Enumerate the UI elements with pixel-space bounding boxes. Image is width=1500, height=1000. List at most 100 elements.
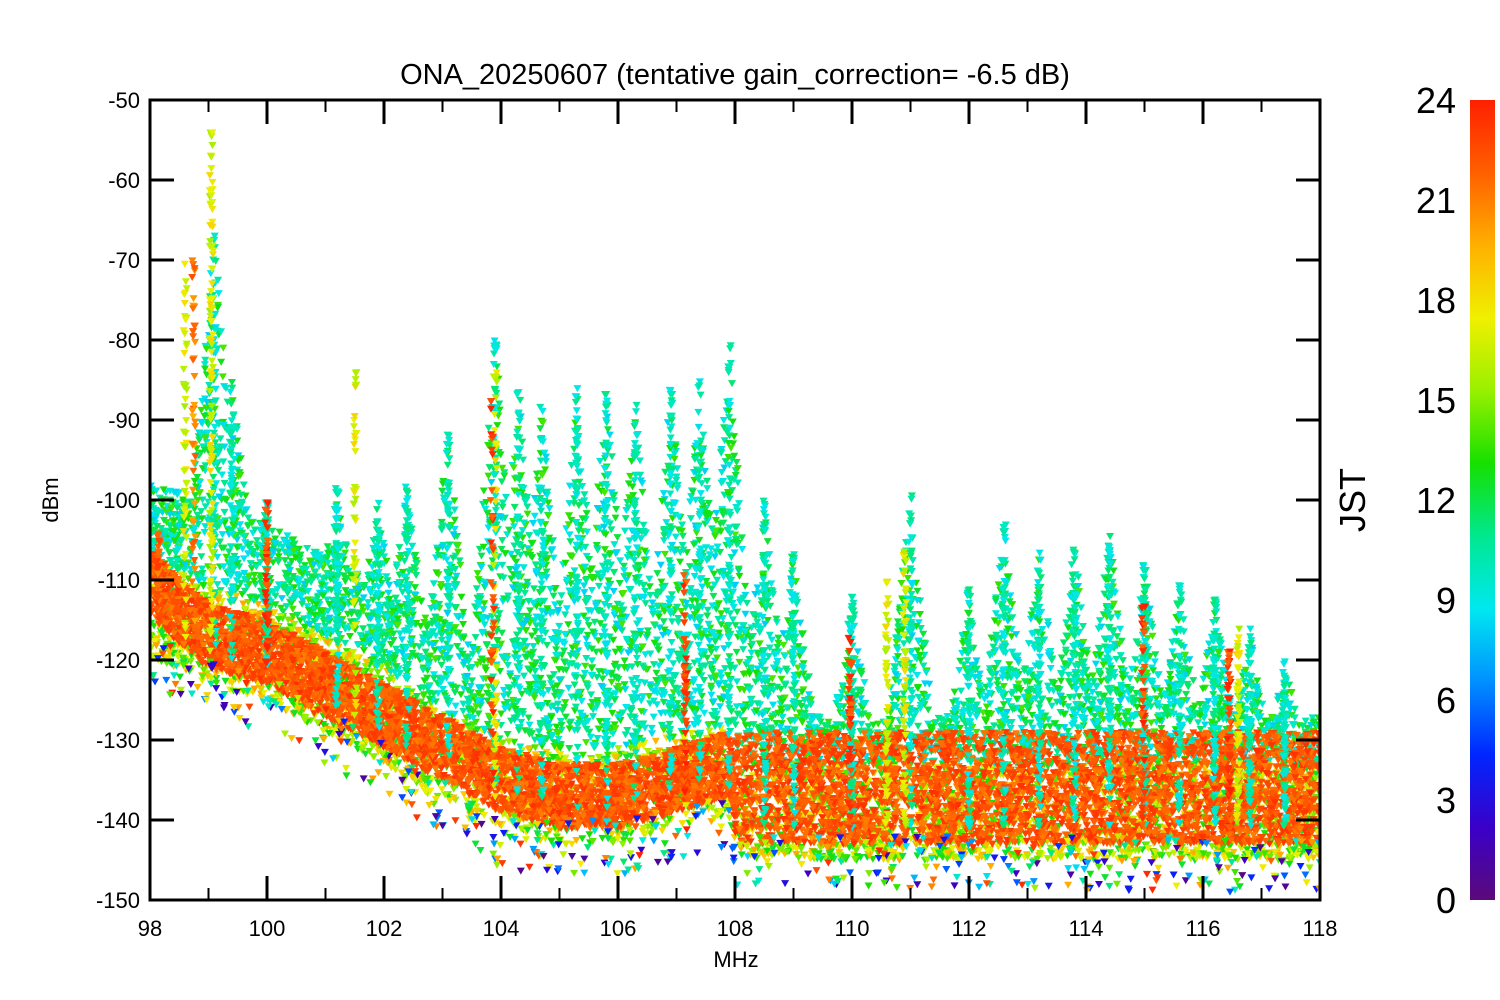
- data-point: [707, 685, 716, 693]
- data-point: [1150, 658, 1159, 666]
- data-point: [607, 526, 616, 534]
- data-point: [550, 739, 559, 747]
- data-point: [217, 358, 226, 366]
- data-point: [523, 503, 532, 511]
- data-point: [479, 487, 488, 495]
- data-point: [1059, 639, 1068, 647]
- data-point: [1140, 590, 1149, 598]
- data-point: [742, 599, 751, 607]
- data-point: [383, 577, 392, 585]
- data-point: [553, 707, 562, 715]
- data-point: [533, 476, 542, 484]
- data-point: [703, 485, 712, 493]
- data-point: [610, 696, 619, 704]
- data-point: [625, 537, 634, 545]
- data-point: [506, 565, 515, 573]
- data-point: [731, 721, 740, 729]
- data-point: [726, 444, 735, 452]
- data-point: [1057, 654, 1066, 662]
- data-point: [562, 605, 571, 613]
- data-point: [497, 478, 506, 486]
- data-point: [384, 589, 393, 597]
- data-point: [794, 854, 803, 862]
- data-point: [690, 659, 699, 667]
- data-point: [649, 713, 658, 721]
- data-point: [220, 479, 229, 487]
- data-point: [957, 687, 966, 695]
- data-point: [219, 344, 228, 352]
- data-point: [459, 621, 468, 629]
- data-point: [712, 509, 721, 517]
- data-point: [610, 541, 619, 549]
- data-point: [524, 714, 533, 722]
- data-point: [585, 831, 594, 839]
- data-point: [919, 630, 928, 638]
- data-point: [747, 649, 756, 657]
- data-point: [528, 822, 537, 830]
- data-point: [638, 488, 647, 496]
- data-point: [605, 431, 614, 439]
- data-point: [543, 641, 552, 649]
- data-point: [687, 493, 696, 501]
- data-point: [416, 622, 425, 630]
- data-point: [1273, 696, 1282, 704]
- data-point: [525, 532, 534, 540]
- data-point: [611, 550, 620, 558]
- data-point: [498, 537, 507, 545]
- data-point: [385, 581, 394, 589]
- data-point: [645, 575, 654, 583]
- data-point: [327, 726, 336, 734]
- data-point: [913, 672, 922, 680]
- data-point: [1112, 655, 1121, 663]
- data-point: [625, 837, 634, 845]
- data-point: [475, 545, 484, 553]
- data-point: [614, 831, 623, 839]
- data-point: [549, 592, 558, 600]
- data-point: [1064, 732, 1073, 740]
- data-point: [254, 600, 263, 608]
- data-point: [731, 531, 740, 539]
- data-point: [321, 622, 330, 630]
- data-point: [205, 381, 214, 389]
- data-point: [393, 599, 402, 607]
- data-point: [274, 553, 283, 561]
- data-point: [738, 534, 747, 542]
- data-point: [741, 610, 750, 618]
- data-point: [495, 400, 504, 408]
- data-point: [678, 820, 687, 828]
- data-point: [275, 528, 284, 536]
- data-point: [1116, 697, 1125, 705]
- data-point: [480, 621, 489, 629]
- data-point: [581, 662, 590, 670]
- data-point: [707, 691, 716, 699]
- data-point: [387, 764, 396, 772]
- data-point: [451, 702, 460, 710]
- data-point: [594, 637, 603, 645]
- data-point: [1189, 677, 1198, 685]
- data-point: [529, 520, 538, 528]
- data-point: [1184, 683, 1193, 691]
- data-point: [964, 610, 973, 618]
- data-point: [672, 476, 681, 484]
- data-point: [197, 406, 206, 414]
- data-point: [206, 270, 215, 278]
- data-point: [1308, 714, 1317, 722]
- data-point: [860, 679, 869, 687]
- data-point: [277, 595, 286, 603]
- data-point: [678, 532, 687, 540]
- data-point: [564, 621, 573, 629]
- data-point: [727, 380, 736, 388]
- data-point: [710, 553, 719, 561]
- data-point: [509, 523, 518, 531]
- data-point: [587, 657, 596, 665]
- data-point: [722, 607, 731, 615]
- data-point: [622, 576, 631, 584]
- data-point: [398, 636, 407, 644]
- data-point: [658, 827, 667, 835]
- data-point: [239, 555, 248, 563]
- data-point: [747, 624, 756, 632]
- data-point: [1045, 697, 1054, 705]
- data-point: [720, 645, 729, 653]
- data-point: [549, 554, 558, 562]
- data-point: [888, 695, 897, 703]
